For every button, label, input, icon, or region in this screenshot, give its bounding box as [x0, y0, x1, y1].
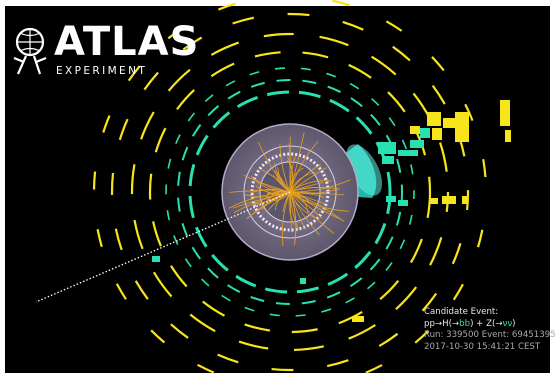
track: [256, 185, 291, 195]
event-process: pp→H(→bb) + Z(→νν): [424, 319, 555, 331]
run-event-line: Run: 339500 Event: 69451395: [424, 330, 555, 340]
atlas-logo-figure: [13, 27, 47, 75]
deposit: [386, 196, 396, 202]
met-line: [35, 191, 291, 303]
track: [289, 186, 340, 193]
process-text: ): [512, 318, 516, 329]
deposit: [300, 278, 306, 284]
globe-lines: [17, 29, 43, 55]
jet-cone-mouth: [345, 144, 383, 196]
track: [289, 191, 297, 246]
track: [282, 191, 291, 213]
deposit: [410, 140, 424, 148]
hadronic-arc-ring-3: [110, 12, 470, 372]
track: [289, 180, 332, 193]
deposit: [398, 200, 408, 206]
event-datetime: 2017-10-30 15:41:21 CEST: [424, 341, 541, 352]
outer-calorimeter-arcs: [92, 0, 488, 378]
process-text: ) + Z(→: [470, 318, 503, 329]
logo-subtitle: EXPERIMENT: [56, 65, 148, 77]
deposit: [420, 128, 430, 138]
em-ring-3: [165, 67, 415, 317]
atlas-figure-body: [13, 55, 47, 75]
logo-title: ATLAS: [54, 19, 200, 65]
process-text: pp→H(→: [424, 318, 460, 329]
track: [289, 191, 320, 236]
deposit: [382, 156, 394, 164]
deposit: [152, 256, 160, 262]
track: [289, 188, 339, 195]
deposit: [442, 196, 456, 204]
em-calorimeter-rings: [165, 67, 415, 317]
track: [279, 144, 291, 193]
event-label: Candidate Event:: [424, 307, 499, 317]
deposit: [410, 126, 420, 134]
deposit: [462, 196, 468, 204]
hadronic-arc-ring-1: [148, 50, 432, 334]
track: [289, 191, 299, 229]
em-ring-1: [188, 90, 392, 294]
deposit: [505, 130, 511, 142]
deposit: [427, 112, 441, 126]
track: [267, 191, 291, 211]
track: [228, 191, 291, 209]
deposit: [432, 128, 442, 140]
track: [243, 174, 291, 193]
particle-tracks: [228, 132, 351, 247]
em-ring-2: [177, 79, 403, 305]
track: [289, 191, 335, 234]
track: [289, 191, 325, 205]
track: [289, 132, 305, 193]
deposit: [500, 100, 510, 126]
deposit: [443, 118, 457, 128]
track: [289, 172, 316, 193]
deposit: [430, 198, 438, 204]
track: [281, 191, 291, 247]
deposit: [455, 112, 469, 142]
event-info-panel: Candidate Event: pp→H(→bb) + Z(→νν) Run:…: [424, 307, 555, 353]
deposit: [398, 150, 418, 156]
process-z-decay: νν: [502, 318, 513, 329]
hadronic-arc-ring-2: [130, 32, 450, 352]
em-energy-deposits: [152, 128, 430, 284]
hadronic-energy-deposits: [352, 100, 511, 322]
track: [288, 191, 295, 226]
process-higgs-decay: bb: [459, 318, 471, 329]
track: [289, 191, 323, 219]
track: [277, 167, 291, 193]
deposit: [378, 142, 396, 154]
deposit: [352, 316, 364, 322]
